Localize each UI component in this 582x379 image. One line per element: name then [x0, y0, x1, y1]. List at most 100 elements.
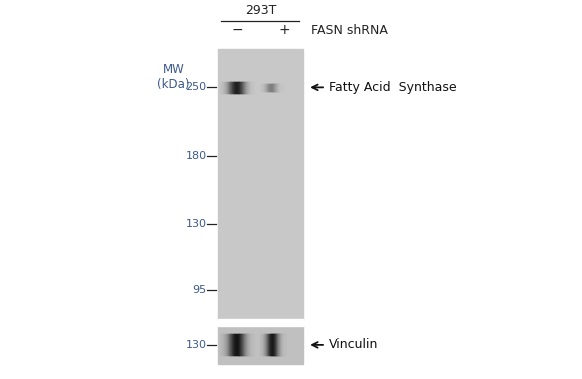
Bar [272, 334, 273, 356]
Bar [247, 334, 248, 356]
Bar [283, 334, 284, 356]
Bar [271, 334, 272, 356]
Bar [248, 82, 249, 93]
Bar [243, 334, 244, 356]
Text: 130: 130 [186, 219, 207, 229]
Bar [223, 82, 224, 93]
Bar [237, 334, 238, 356]
Bar [251, 82, 252, 93]
Bar [239, 334, 240, 356]
Bar [237, 82, 239, 93]
Bar [273, 334, 274, 356]
Text: 95: 95 [193, 285, 207, 294]
Bar [228, 82, 229, 93]
Bar [246, 82, 247, 93]
Bar [261, 334, 262, 356]
Bar [222, 82, 223, 93]
Bar [279, 334, 280, 356]
Bar [227, 334, 228, 356]
Bar [232, 82, 233, 93]
Bar [233, 82, 234, 93]
Bar [253, 334, 254, 356]
Bar [282, 334, 283, 356]
Bar [279, 334, 281, 356]
Bar [227, 82, 228, 93]
Bar [237, 334, 239, 356]
Bar [234, 82, 235, 93]
Bar [235, 82, 236, 93]
Bar [223, 334, 224, 356]
Bar [230, 82, 231, 93]
Bar [221, 82, 222, 93]
Bar [250, 82, 251, 93]
Bar [281, 334, 282, 356]
Bar [238, 82, 239, 93]
Bar [249, 82, 250, 93]
Bar [271, 334, 272, 356]
Bar [247, 82, 248, 93]
Bar [242, 334, 243, 356]
Bar [278, 334, 279, 356]
Bar [222, 334, 223, 356]
Bar [228, 334, 229, 356]
Bar [226, 334, 227, 356]
Bar [283, 334, 284, 356]
Bar [236, 334, 237, 356]
Text: −: − [232, 23, 243, 37]
Bar [246, 334, 247, 356]
Bar [243, 334, 244, 356]
Bar [262, 334, 263, 356]
Bar [272, 334, 273, 356]
Bar [238, 334, 239, 356]
Bar [280, 334, 281, 356]
Bar [277, 334, 278, 356]
Bar [233, 334, 234, 356]
Bar [245, 82, 246, 93]
Bar [221, 334, 222, 356]
Bar [263, 334, 264, 356]
Bar [220, 82, 221, 93]
Bar [242, 334, 243, 356]
Bar [244, 334, 245, 356]
Bar [265, 334, 266, 356]
Bar [227, 334, 228, 356]
Bar [268, 334, 269, 356]
Bar [281, 334, 282, 356]
Bar [245, 334, 246, 356]
Bar [237, 82, 238, 93]
Text: Fatty Acid  Synthase: Fatty Acid Synthase [329, 81, 456, 94]
Bar [245, 82, 246, 93]
Bar [284, 334, 285, 356]
Bar [249, 334, 250, 356]
Bar [235, 334, 236, 356]
Bar [225, 82, 226, 93]
Bar [248, 334, 249, 356]
Text: FASN shRNA: FASN shRNA [311, 24, 388, 37]
Bar [266, 334, 267, 356]
Bar [218, 49, 303, 320]
Bar [245, 334, 246, 356]
Bar [242, 82, 243, 93]
Bar [278, 334, 279, 356]
Text: 250: 250 [186, 82, 207, 92]
Bar [276, 334, 277, 356]
Text: +: + [278, 23, 290, 37]
Bar [267, 334, 268, 356]
Bar [246, 82, 247, 93]
Text: 130: 130 [186, 340, 207, 350]
Bar [270, 334, 271, 356]
Bar [236, 334, 237, 356]
Bar [222, 334, 223, 356]
Bar [252, 82, 253, 93]
Bar [234, 334, 235, 356]
Bar [274, 334, 275, 356]
Bar [224, 334, 225, 356]
Bar [241, 82, 242, 93]
Bar [243, 82, 244, 93]
Bar [231, 82, 232, 93]
Bar [231, 334, 232, 356]
Bar [267, 334, 268, 356]
Bar [251, 334, 252, 356]
Bar [269, 334, 271, 356]
Bar [276, 334, 277, 356]
